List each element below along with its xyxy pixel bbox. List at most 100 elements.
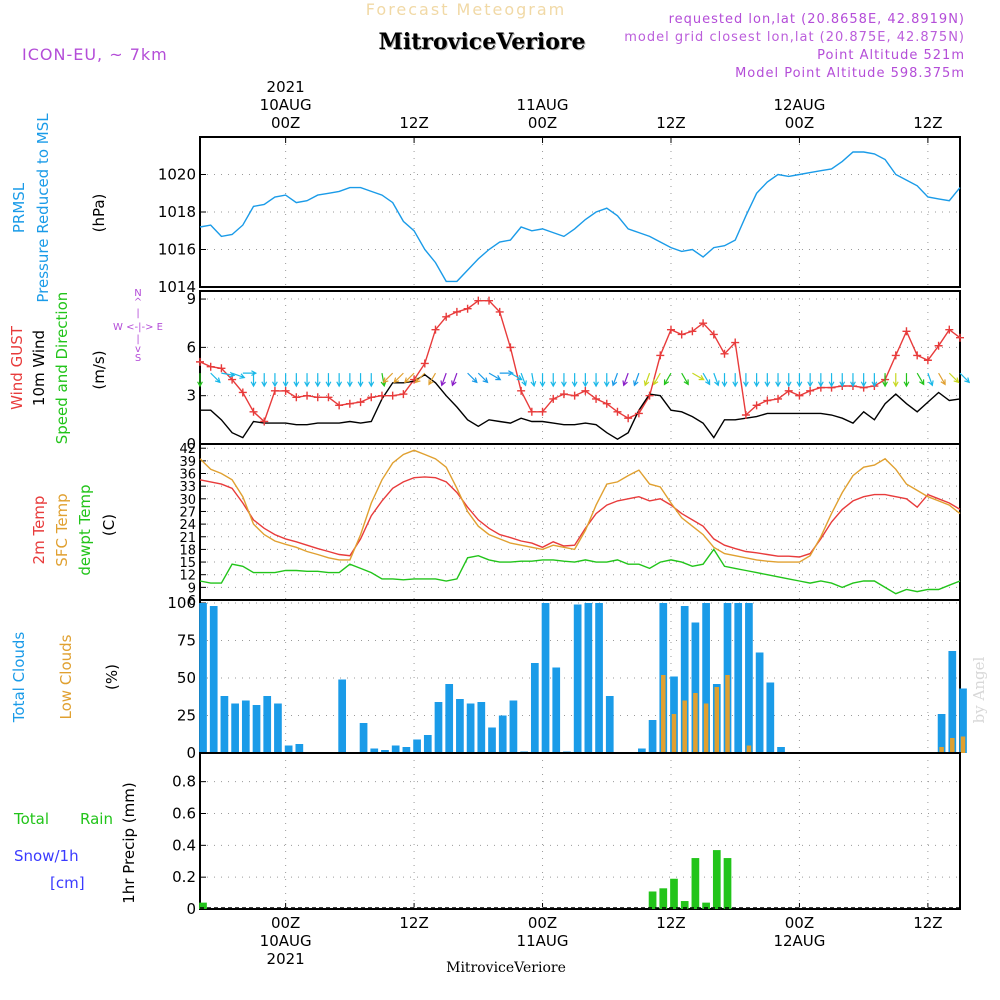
wind-arrow bbox=[892, 373, 899, 388]
gust-marker bbox=[238, 388, 247, 397]
y-tick-label: 12 bbox=[179, 569, 196, 584]
bar-rain bbox=[723, 858, 732, 909]
gust-marker bbox=[324, 393, 333, 402]
y-tick-label: 0.8 bbox=[172, 773, 196, 791]
wind-arrow bbox=[582, 373, 589, 388]
gust-marker bbox=[688, 327, 697, 336]
gust-marker bbox=[313, 393, 322, 402]
gust-marker bbox=[902, 327, 911, 336]
bar-total-clouds bbox=[745, 603, 753, 753]
bar-total-clouds bbox=[434, 702, 443, 753]
time-label: 12Z bbox=[399, 914, 428, 932]
closest-coords: model grid closest lon,lat (20.875E, 42.… bbox=[624, 30, 965, 45]
time-label: 12AUG bbox=[773, 96, 825, 114]
wind-arrow bbox=[611, 372, 619, 387]
y-tick-label: 1018 bbox=[158, 203, 196, 221]
wind-arrow bbox=[210, 372, 221, 384]
y-tick-label: 0.4 bbox=[172, 836, 196, 854]
bar-total-clouds bbox=[959, 688, 967, 753]
wind-arrow bbox=[593, 373, 599, 388]
gust-marker bbox=[752, 401, 761, 410]
gust-marker bbox=[945, 325, 954, 334]
wind-arrow bbox=[325, 373, 332, 388]
y-tick-label: 39 bbox=[179, 455, 196, 470]
wind-arrow bbox=[451, 372, 458, 387]
panel-frame bbox=[199, 290, 961, 445]
wind-arrow bbox=[927, 372, 934, 387]
model-label: ICON-EU, ~ 7km bbox=[22, 45, 168, 64]
y-tick-label: 27 bbox=[179, 505, 196, 520]
wind-arrow bbox=[681, 372, 689, 386]
series-prmsl bbox=[199, 151, 961, 283]
wind-arrow bbox=[382, 372, 394, 384]
series-dewpt-temp bbox=[199, 548, 961, 595]
wind-arrow bbox=[653, 372, 661, 386]
bar-total-clouds bbox=[691, 622, 700, 753]
gust-marker bbox=[206, 362, 215, 371]
y-tick-label: 30 bbox=[179, 493, 196, 508]
gust-marker bbox=[270, 386, 279, 395]
gust-marker bbox=[923, 356, 932, 365]
time-label: 2021 bbox=[267, 78, 305, 96]
gust-marker bbox=[388, 391, 397, 400]
series-sfc-temp bbox=[199, 449, 961, 563]
bar-total-clouds bbox=[948, 651, 957, 753]
y-tick-label: 0 bbox=[186, 435, 196, 453]
gust-marker bbox=[303, 391, 312, 400]
model-altitude: Model Point Altitude 598.375m bbox=[735, 66, 965, 81]
bar-total-clouds bbox=[370, 748, 379, 753]
bar-total-clouds bbox=[755, 652, 764, 753]
wind-arrow bbox=[357, 373, 364, 388]
gust-marker bbox=[281, 386, 290, 395]
bar-low-clouds bbox=[950, 738, 955, 753]
panel-frame bbox=[199, 443, 961, 601]
wind-arrow bbox=[550, 373, 557, 388]
bar-total-clouds bbox=[391, 745, 400, 753]
wind-arrow bbox=[839, 373, 846, 388]
temp-dewpt-label: dewpt Temp bbox=[76, 484, 94, 575]
y-tick-label: 36 bbox=[179, 468, 196, 483]
gust-marker bbox=[656, 351, 665, 360]
y-tick-label: 15 bbox=[179, 556, 196, 571]
bar-total-clouds bbox=[241, 700, 250, 753]
y-tick-label: 1020 bbox=[158, 166, 196, 184]
gust-marker bbox=[891, 351, 900, 360]
footer-location: MitroviceVeriore bbox=[446, 960, 566, 976]
bar-total-clouds bbox=[263, 696, 272, 753]
wind-arrow bbox=[807, 373, 814, 388]
bar-total-clouds bbox=[284, 745, 293, 753]
pressure-labels: PRMSL Pressure Reduced to MSL (hPa) bbox=[10, 113, 108, 303]
wind-arrow bbox=[520, 372, 527, 387]
compass-n: N bbox=[134, 288, 141, 299]
bar-low-clouds bbox=[682, 700, 687, 753]
y-tick-label: 100 bbox=[167, 594, 196, 612]
gust-marker bbox=[624, 414, 633, 423]
wind-arrow bbox=[702, 372, 711, 386]
gust-marker bbox=[795, 391, 804, 400]
gust-marker bbox=[442, 312, 451, 321]
time-label: 11AUG bbox=[517, 96, 569, 114]
pressure-unit: (hPa) bbox=[90, 194, 108, 233]
gust-marker bbox=[934, 341, 943, 350]
wind-arrow bbox=[742, 373, 749, 388]
wind-arrow bbox=[304, 373, 310, 388]
gust-marker bbox=[292, 393, 301, 402]
pressure-panel: 1014 1016 1018 1020 bbox=[158, 136, 961, 296]
y-tick-label: 9 bbox=[186, 290, 196, 308]
bar-low-clouds bbox=[693, 693, 698, 753]
credit: by Angel bbox=[970, 656, 988, 723]
bar-total-clouds bbox=[466, 703, 475, 753]
pressure-label-2: Pressure Reduced to MSL bbox=[34, 113, 52, 303]
wind-unit: (m/s) bbox=[90, 350, 108, 389]
bar-total-clouds bbox=[381, 750, 389, 753]
time-label: 10AUG bbox=[260, 932, 312, 950]
bar-total-clouds bbox=[584, 603, 593, 753]
wind-arrow bbox=[603, 373, 610, 388]
gust-marker bbox=[335, 401, 344, 410]
wind-arrow bbox=[938, 372, 946, 386]
wind-arrow bbox=[336, 373, 343, 388]
precip-total-label: Total bbox=[13, 810, 49, 828]
snow-label: Snow/1h bbox=[14, 847, 79, 865]
